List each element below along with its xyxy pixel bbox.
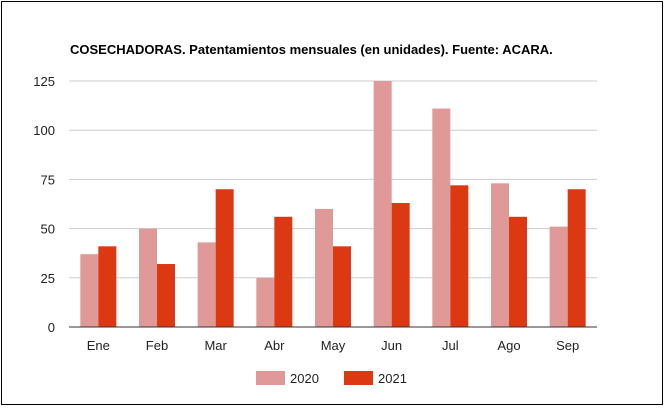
x-tick-label: Ago (497, 338, 520, 353)
bar-2021-feb[interactable] (157, 264, 175, 327)
bar-2021-jun[interactable] (391, 203, 410, 327)
x-tick-label: Sep (556, 338, 579, 353)
chart-title: COSECHADORAS. Patentamientos mensuales (… (70, 42, 553, 57)
bars (80, 81, 586, 327)
x-tick-label: Jul (442, 338, 459, 353)
y-axis-ticks: 0 25 50 75 100 125 (33, 74, 55, 335)
bar-2020-abr[interactable] (256, 277, 275, 327)
bar-2020-feb[interactable] (139, 228, 157, 327)
bar-2020-jun[interactable] (373, 81, 392, 327)
x-tick-label: Ene (87, 338, 110, 353)
y-tick-label: 0 (48, 320, 55, 335)
legend[interactable]: 2020 2021 (256, 371, 407, 386)
x-tick-label: May (321, 338, 346, 353)
y-tick-label: 125 (33, 74, 55, 89)
y-tick-label: 50 (41, 222, 55, 237)
bar-2020-may[interactable] (315, 208, 333, 327)
bar-2021-abr[interactable] (274, 216, 293, 327)
bar-2021-mar[interactable] (215, 189, 234, 327)
x-tick-label: Mar (204, 338, 227, 353)
legend-swatch-2021[interactable] (344, 371, 373, 385)
bar-2020-sep[interactable] (549, 226, 568, 327)
y-tick-label: 75 (41, 172, 55, 187)
bar-2020-jul[interactable] (432, 108, 451, 327)
y-tick-label: 25 (41, 271, 55, 286)
bar-2020-ene[interactable] (80, 254, 99, 327)
legend-label-2020[interactable]: 2020 (290, 371, 319, 386)
bar-2021-sep[interactable] (567, 189, 586, 327)
x-tick-label: Jun (381, 338, 402, 353)
legend-swatch-2020[interactable] (256, 371, 285, 385)
y-tick-label: 100 (33, 123, 55, 138)
x-tick-label: Feb (146, 338, 168, 353)
bar-2021-ago[interactable] (509, 216, 527, 327)
bar-2021-may[interactable] (333, 246, 351, 327)
x-tick-label: Abr (264, 338, 285, 353)
bar-2021-jul[interactable] (450, 185, 469, 327)
bar-2020-mar[interactable] (197, 242, 216, 327)
legend-label-2021[interactable]: 2021 (378, 371, 407, 386)
bar-2020-ago[interactable] (491, 183, 509, 327)
bar-2021-ene[interactable] (98, 246, 117, 327)
x-axis-ticks: Ene Feb Mar Abr May Jun Jul Ago Sep (87, 338, 579, 353)
